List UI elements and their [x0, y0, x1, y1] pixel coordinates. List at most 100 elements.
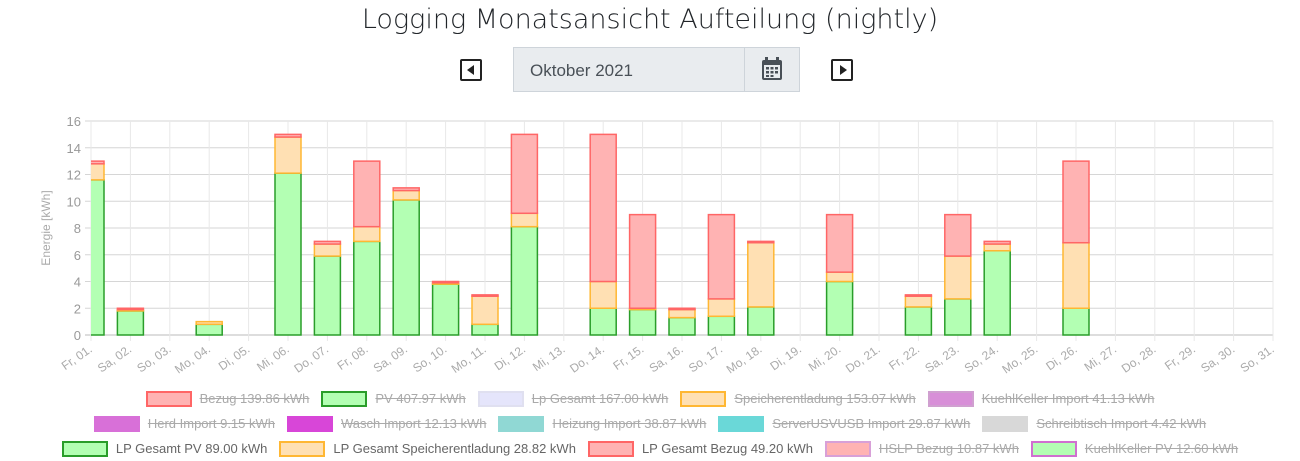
- bar-segment-lp-gesamt-bezug[interactable]: [274, 133, 302, 138]
- bar-segment-lp-gesamt-bezug[interactable]: [1062, 160, 1090, 244]
- x-tick-label: Do, 07.: [291, 342, 331, 376]
- bar-segment-lp-gesamt-bezug[interactable]: [944, 213, 972, 257]
- bar-segment-lp-gesamt-pv[interactable]: [116, 310, 145, 336]
- legend-item[interactable]: Lp Gesamt 167.00 kWh: [477, 390, 668, 407]
- bar-segment-lp-gesamt-pv[interactable]: [353, 240, 381, 336]
- bar-segment-lp-gesamt-speicherentladung[interactable]: [392, 189, 420, 201]
- legend-item[interactable]: Bezug 139.86 kWh: [145, 390, 309, 407]
- prev-month-button[interactable]: [460, 59, 482, 81]
- x-tick-label: Mo, 04.: [172, 342, 213, 376]
- bar-segment-lp-gesamt-pv[interactable]: [510, 225, 539, 336]
- legend-item[interactable]: LP Gesamt Bezug 49.20 kWh: [587, 440, 813, 457]
- bar-segment-lp-gesamt-speicherentladung[interactable]: [589, 280, 617, 309]
- month-input[interactable]: Oktober 2021: [513, 47, 800, 92]
- bar-segment-lp-gesamt-pv[interactable]: [944, 298, 972, 336]
- bar-segment-lp-gesamt-pv[interactable]: [313, 255, 342, 336]
- bar-segment-lp-gesamt-speicherentladung[interactable]: [825, 271, 854, 283]
- bar-segment-lp-gesamt-speicherentladung[interactable]: [747, 241, 775, 308]
- x-tick-label: Mi, 13.: [530, 342, 568, 374]
- bar-segment-lp-gesamt-pv[interactable]: [274, 172, 302, 336]
- bar-segment-lp-gesamt-bezug[interactable]: [983, 240, 1011, 245]
- bar-segment-lp-gesamt-bezug[interactable]: [589, 133, 617, 283]
- legend-item[interactable]: Wasch Import 12.13 kWh: [287, 415, 486, 432]
- legend-item[interactable]: PV 407.97 kWh: [321, 390, 466, 407]
- bar-segment-lp-gesamt-pv[interactable]: [392, 199, 420, 336]
- x-tick-label: Sa, 02.: [95, 342, 134, 375]
- bar-segment-lp-gesamt-bezug[interactable]: [904, 294, 933, 297]
- bar-segment-lp-gesamt-pv[interactable]: [431, 283, 460, 336]
- legend-item[interactable]: HSLP Bezug 10.87 kWh: [824, 440, 1019, 457]
- legend-label: Heizung Import 38.87 kWh: [552, 416, 707, 431]
- bar-segment-lp-gesamt-pv[interactable]: [904, 306, 933, 336]
- bar-segment-lp-gesamt-bezug[interactable]: [313, 240, 342, 245]
- x-tick-label: So, 31.: [1238, 342, 1277, 375]
- legend-item[interactable]: ServerUSVUSB Import 29.87 kWh: [718, 415, 970, 432]
- legend-item[interactable]: LP Gesamt PV 89.00 kWh: [61, 440, 267, 457]
- bar-segment-lp-gesamt-speicherentladung[interactable]: [1062, 241, 1090, 309]
- calendar-icon: [762, 57, 782, 80]
- legend-label: LP Gesamt Bezug 49.20 kWh: [641, 441, 813, 456]
- legend-swatch: [680, 390, 727, 407]
- bar-segment-lp-gesamt-pv[interactable]: [195, 323, 223, 336]
- bar-segment-lp-gesamt-bezug[interactable]: [628, 213, 657, 309]
- bar-segment-lp-gesamt-bezug[interactable]: [825, 213, 854, 273]
- legend-item[interactable]: LP Gesamt Speicherentladung 28.82 kWh: [279, 440, 576, 457]
- legend-swatch: [477, 390, 524, 407]
- bar-segment-lp-gesamt-bezug[interactable]: [471, 294, 499, 297]
- bar-segment-lp-gesamt-pv[interactable]: [589, 307, 617, 336]
- x-tick-label: Di, 05.: [216, 342, 252, 373]
- bar-segment-lp-gesamt-speicherentladung[interactable]: [510, 212, 539, 228]
- bar-segment-lp-gesamt-speicherentladung[interactable]: [274, 136, 302, 174]
- bar-segment-lp-gesamt-bezug[interactable]: [668, 307, 696, 311]
- x-tick-label: Di, 12.: [492, 342, 528, 373]
- x-tick-label: Sa, 09.: [371, 342, 410, 375]
- bar-segment-lp-gesamt-speicherentladung[interactable]: [78, 163, 105, 181]
- legend-item[interactable]: Schreibtisch Import 4.42 kWh: [982, 415, 1207, 432]
- bar-segment-lp-gesamt-pv[interactable]: [747, 306, 775, 336]
- y-tick-label: 14: [67, 141, 81, 156]
- next-month-button[interactable]: [831, 59, 853, 81]
- legend-item[interactable]: Speicherentladung 153.07 kWh: [680, 390, 916, 407]
- bar-segment-lp-gesamt-speicherentladung[interactable]: [904, 295, 933, 308]
- legend-item[interactable]: KuehlKeller Import 41.13 kWh: [927, 390, 1154, 407]
- bar-segment-lp-gesamt-speicherentladung[interactable]: [313, 243, 342, 257]
- x-tick-label: Do, 14.: [567, 342, 607, 376]
- legend-item[interactable]: Herd Import 9.15 kWh: [93, 415, 275, 432]
- bar-segment-lp-gesamt-speicherentladung[interactable]: [353, 225, 381, 243]
- legend-swatch: [61, 440, 108, 457]
- bar-segment-lp-gesamt-pv[interactable]: [983, 249, 1011, 336]
- bar-segment-lp-gesamt-bezug[interactable]: [747, 240, 775, 244]
- bar-segment-lp-gesamt-bezug[interactable]: [78, 160, 105, 165]
- bar-segment-lp-gesamt-pv[interactable]: [707, 315, 736, 336]
- bar-segment-lp-gesamt-bezug[interactable]: [707, 213, 736, 300]
- y-tick-label: 12: [67, 168, 81, 183]
- bar-segment-lp-gesamt-pv[interactable]: [471, 323, 499, 336]
- x-tick-label: So, 24.: [962, 342, 1001, 375]
- bar-segment-lp-gesamt-bezug[interactable]: [510, 133, 539, 215]
- legend-item[interactable]: KuehlKeller PV 12.60 kWh: [1030, 440, 1238, 457]
- bar-segment-lp-gesamt-pv[interactable]: [825, 280, 854, 336]
- bar-segment-lp-gesamt-speicherentladung[interactable]: [983, 243, 1011, 252]
- legend-swatch: [287, 415, 333, 432]
- calendar-button[interactable]: [744, 48, 799, 91]
- bar-segment-lp-gesamt-speicherentladung[interactable]: [471, 295, 499, 326]
- legend-item[interactable]: Heizung Import 38.87 kWh: [498, 415, 707, 432]
- bar-segment-lp-gesamt-speicherentladung[interactable]: [707, 298, 736, 318]
- bar-segment-lp-gesamt-pv[interactable]: [628, 308, 657, 336]
- bar-segment-lp-gesamt-speicherentladung[interactable]: [944, 255, 972, 300]
- legend-swatch: [982, 415, 1029, 432]
- bar-segment-lp-gesamt-pv[interactable]: [78, 179, 105, 336]
- bar-segment-lp-gesamt-bezug[interactable]: [431, 280, 460, 284]
- bar-segment-lp-gesamt-bezug[interactable]: [392, 187, 420, 192]
- x-tick-label: Sa, 23.: [922, 342, 961, 375]
- chart-legend: Bezug 139.86 kWh PV 407.97 kWh Lp Gesamt 1…: [0, 386, 1300, 461]
- bar-segment-lp-gesamt-bezug[interactable]: [116, 307, 145, 311]
- bar-segment-lp-gesamt-bezug[interactable]: [353, 160, 381, 228]
- bar-segment-lp-gesamt-pv[interactable]: [668, 316, 696, 336]
- legend-swatch: [498, 415, 545, 432]
- bar-segment-lp-gesamt-pv[interactable]: [1062, 307, 1090, 336]
- bar-segment-lp-gesamt-speicherentladung[interactable]: [668, 308, 696, 319]
- bar-segment-lp-gesamt-speicherentladung[interactable]: [195, 320, 223, 326]
- legend-label: Schreibtisch Import 4.42 kWh: [1036, 416, 1207, 431]
- energy-stacked-bar-chart: 0 2 4 6 8 10 12 14 16 Fr, 01. Sa, 02. So, 03.Mo, 04…: [39, 114, 1277, 376]
